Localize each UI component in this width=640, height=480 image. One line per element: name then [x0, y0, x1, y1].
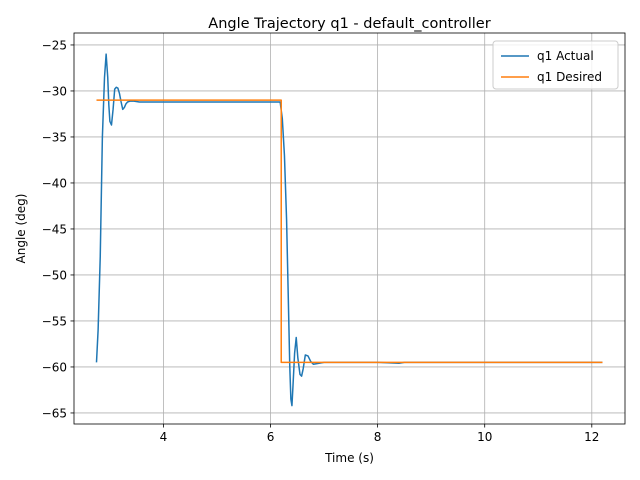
x-tick-label: 4 — [160, 430, 168, 444]
legend-label-actual: q1 Actual — [537, 49, 594, 63]
y-tick-label: −65 — [42, 406, 67, 420]
x-tick-label: 6 — [267, 430, 275, 444]
y-axis-label: Angle (deg) — [14, 194, 28, 264]
legend-label-desired: q1 Desired — [537, 70, 602, 84]
x-axis-label: Time (s) — [324, 451, 374, 465]
x-tick-label: 8 — [374, 430, 382, 444]
y-tick-label: −30 — [42, 84, 67, 98]
ticks: 4 6 8 10 12 −25 −30 −35 −40 −45 −50 −55 −60 −65 — [42, 38, 600, 444]
series-line-desired — [96, 99, 603, 364]
y-tick-label: −40 — [42, 176, 67, 190]
y-tick-label: −60 — [42, 360, 67, 374]
x-tick-label: 10 — [477, 430, 492, 444]
legend: q1 Actual q1 Desired — [492, 40, 619, 90]
x-tick-label: 12 — [584, 430, 599, 444]
plot-frame — [73, 32, 626, 425]
grid — [74, 33, 625, 424]
y-tick-label: −45 — [42, 222, 67, 236]
y-tick-label: −25 — [42, 38, 67, 52]
y-tick-label: −50 — [42, 268, 67, 282]
y-tick-label: −55 — [42, 314, 67, 328]
series-lines — [95, 53, 603, 407]
chart-title: Angle Trajectory q1 - default_controller — [208, 16, 490, 32]
y-tick-label: −35 — [42, 130, 67, 144]
